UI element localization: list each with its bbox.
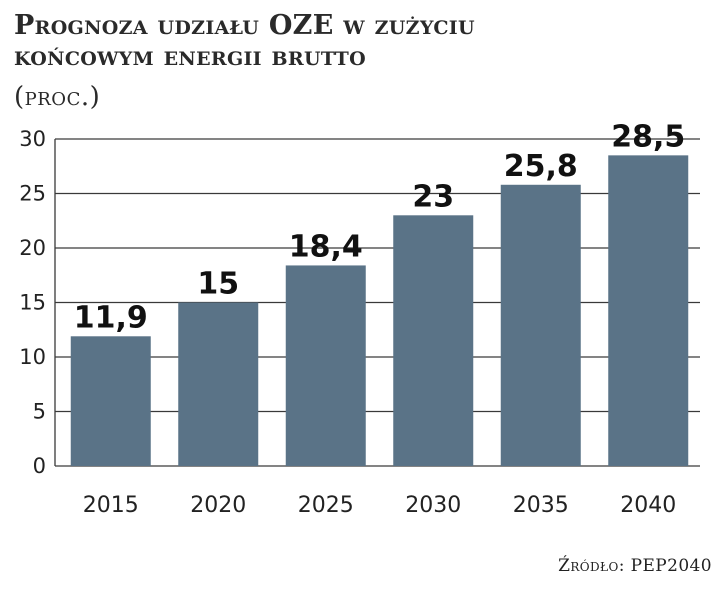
chart-title: Prognoza udziału OZE w zużyciu końcowym … <box>14 10 714 72</box>
x-tick-label: 2020 <box>190 493 246 518</box>
y-tick-label: 5 <box>33 400 46 424</box>
data-label: 18,4 <box>289 229 363 264</box>
y-tick-label: 20 <box>19 236 46 260</box>
bar <box>285 265 366 466</box>
x-tick-label: 2025 <box>298 493 354 518</box>
y-tick-label: 0 <box>33 454 46 478</box>
data-label: 11,9 <box>74 300 148 335</box>
source-note: Źródło: PEP2040 <box>558 556 712 576</box>
data-label: 15 <box>197 267 239 302</box>
bar <box>608 155 689 466</box>
y-tick-label: 15 <box>19 291 46 315</box>
bar <box>500 184 581 466</box>
x-tick-label: 2015 <box>83 493 139 518</box>
x-tick-label: 2030 <box>405 493 461 518</box>
bar <box>178 302 259 466</box>
data-label: 28,5 <box>611 119 685 154</box>
y-tick-label: 25 <box>19 182 46 206</box>
data-label: 25,8 <box>504 149 578 184</box>
bar <box>70 336 151 466</box>
x-tick-label: 2040 <box>620 493 676 518</box>
chart-title-line1: Prognoza udziału OZE w zużyciu <box>14 10 475 41</box>
chart-subtitle: (proc.) <box>14 82 101 112</box>
data-label: 23 <box>412 179 454 214</box>
x-tick-label: 2035 <box>513 493 569 518</box>
y-tick-label: 30 <box>19 127 46 151</box>
bar <box>393 215 474 466</box>
chart-title-line2: końcowym energii brutto <box>14 41 366 72</box>
y-tick-label: 10 <box>19 345 46 369</box>
